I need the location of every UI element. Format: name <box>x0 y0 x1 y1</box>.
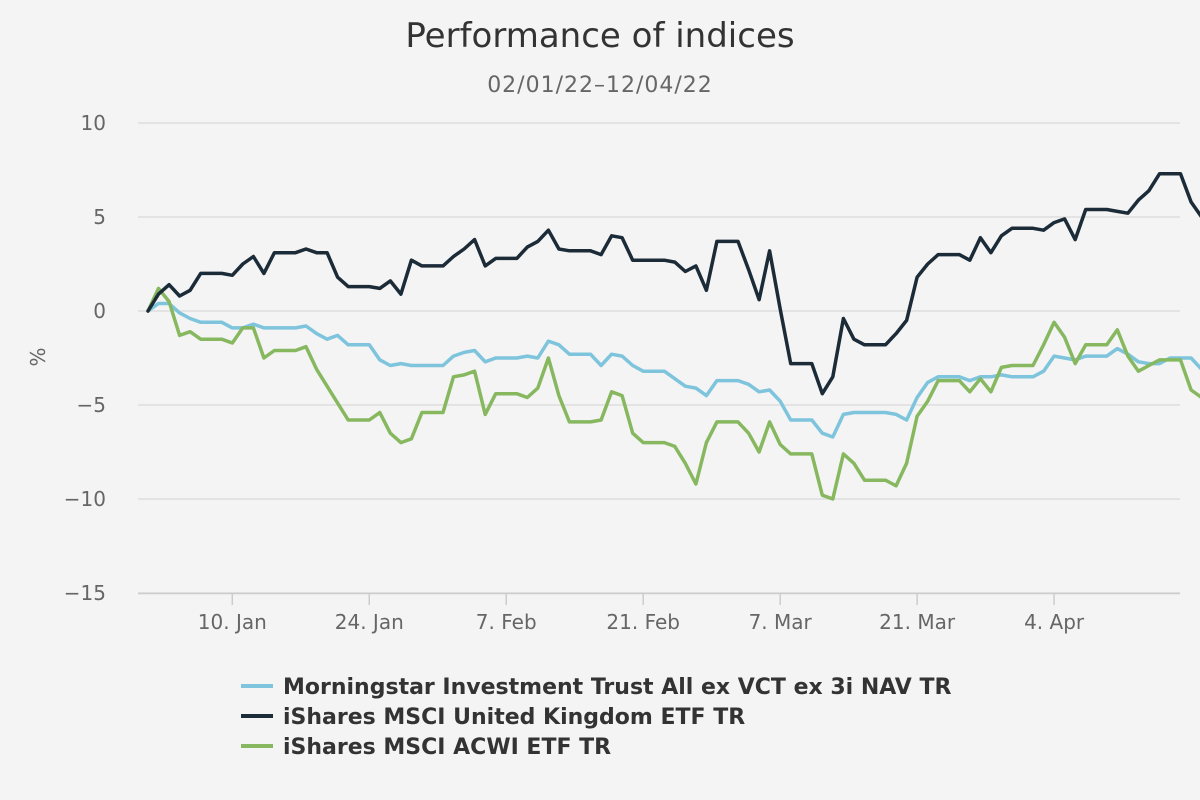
y-tick-label: 10 <box>81 111 106 135</box>
legend-item-label[interactable]: Morningstar Investment Trust All ex VCT … <box>283 675 952 700</box>
y-tick-label: −5 <box>77 393 106 417</box>
grid-lines <box>138 122 1180 594</box>
legend-item-label[interactable]: iShares MSCI United Kingdom ETF TR <box>283 705 745 730</box>
x-tick-label: 7. Mar <box>749 610 813 634</box>
chart-title: Performance of indices <box>405 16 794 56</box>
series-line-2 <box>146 172 1200 396</box>
x-tick-label: 4. Apr <box>1024 610 1085 634</box>
x-tick-label: 10. Jan <box>198 610 267 634</box>
x-tick-label: 21. Feb <box>606 610 680 634</box>
series-line-1 <box>146 301 1200 439</box>
legend-item-label[interactable]: iShares MSCI ACWI ETF TR <box>283 735 611 760</box>
y-tick-label: −15 <box>64 581 106 605</box>
legend: Morningstar Investment Trust All ex VCT … <box>241 675 952 760</box>
y-axis-label: % <box>26 347 50 366</box>
x-tick-label: 21. Mar <box>879 610 956 634</box>
y-tick-label: −10 <box>64 487 106 511</box>
x-tick-label: 24. Jan <box>335 610 404 634</box>
x-tick-label: 7. Feb <box>476 610 537 634</box>
chart-subtitle: 02/01/22–12/04/22 <box>487 73 713 98</box>
x-axis: 10. Jan 24. Jan 7. Feb 21. Feb 7. Mar 21. Mar… <box>138 592 1180 634</box>
series-line-3 <box>146 286 1200 501</box>
series-lines <box>146 172 1200 501</box>
y-tick-label: 0 <box>93 299 106 323</box>
y-tick-label: 5 <box>93 205 106 229</box>
y-tick-labels: 10 5 0 −5 −10 −15 <box>64 111 106 605</box>
